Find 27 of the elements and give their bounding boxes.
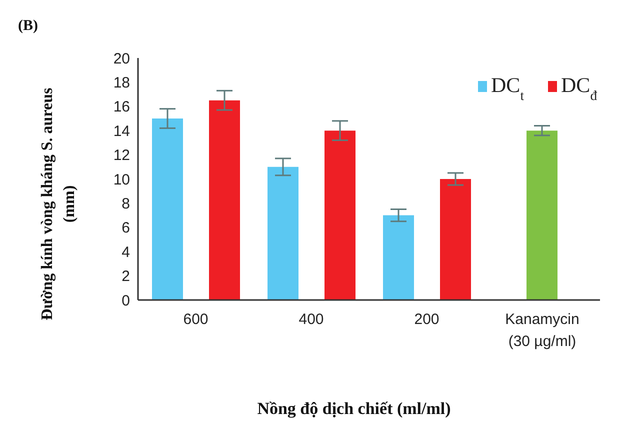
- bar: [383, 215, 414, 300]
- y-tick-label: 20: [113, 50, 130, 68]
- legend-label: DC$_{đ}$: [561, 73, 598, 102]
- y-tick-label: 12: [113, 147, 130, 164]
- x-tick-label: 600: [183, 311, 208, 328]
- y-tick-label: 8: [122, 196, 130, 213]
- y-tick-label: 2: [122, 268, 130, 286]
- bar: [526, 130, 558, 300]
- x-tick-label: Kanamycin (30 µg/ml): [505, 311, 580, 350]
- y-tick-label: 14: [113, 122, 130, 140]
- y-tick-label: 18: [113, 74, 130, 92]
- y-axis-title: Đường kính vòng kháng S. aureus (mm): [39, 88, 78, 320]
- x-tick-label: 200: [414, 311, 440, 328]
- y-tick-label: 4: [122, 244, 130, 261]
- bar: [152, 118, 183, 300]
- bar: [324, 130, 356, 300]
- y-tick-label: 10: [113, 171, 130, 188]
- y-tick-label: 16: [113, 98, 130, 116]
- y-tick-label: 6: [122, 220, 130, 237]
- x-axis-title: Nồng độ dịch chiết (ml/ml): [257, 399, 451, 418]
- bar: [268, 166, 298, 300]
- x-tick-label: 400: [298, 311, 324, 328]
- bar: [209, 100, 240, 300]
- legend-label: DC$_{t}$: [491, 73, 524, 102]
- y-tick-label: 0: [122, 292, 130, 310]
- chart-title: (B): [18, 18, 38, 34]
- bar: [440, 179, 471, 300]
